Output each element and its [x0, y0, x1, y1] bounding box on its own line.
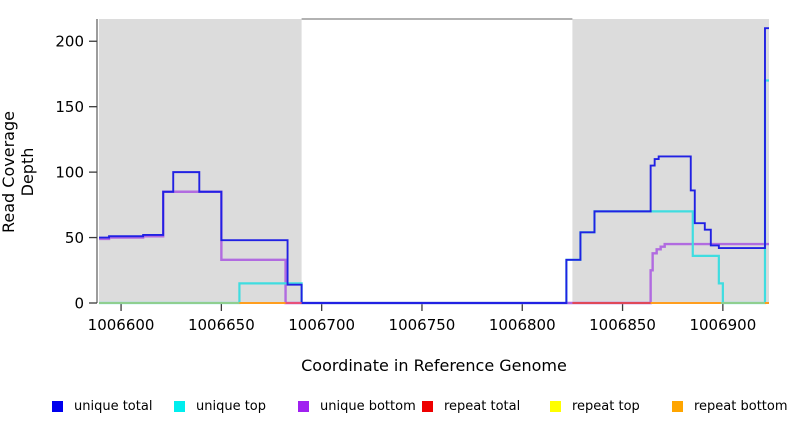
- x-tick-label: 1006700: [288, 316, 355, 334]
- x-tick-label: 1006900: [689, 316, 756, 334]
- legend-swatch-unique-top: [174, 400, 185, 412]
- legend-item-repeat-bottom: repeat bottom: [672, 398, 788, 414]
- legend-swatch-unique-bottom: [298, 400, 309, 412]
- legend-label: repeat top: [572, 398, 640, 414]
- highlight-region: [572, 19, 769, 303]
- legend-label: repeat total: [444, 398, 521, 414]
- legend-swatch-repeat-top: [550, 400, 561, 412]
- legend-label: unique total: [74, 398, 153, 414]
- x-tick-label: 1006650: [188, 316, 255, 334]
- x-tick-label: 1006850: [589, 316, 656, 334]
- chart-legend: unique total unique top unique bottom repea…: [0, 398, 792, 418]
- y-axis-title: Read Coverage Depth: [0, 111, 37, 233]
- legend-item-unique-total: unique total: [52, 398, 152, 414]
- y-tick-label: 200: [55, 32, 84, 50]
- y-tick-label: 50: [65, 229, 84, 247]
- legend-item-repeat-total: repeat total: [422, 398, 520, 414]
- legend-swatch-repeat-bottom: [672, 400, 683, 412]
- legend-item-repeat-top: repeat top: [550, 398, 640, 414]
- x-tick-label: 1006750: [389, 316, 456, 334]
- legend-item-unique-top: unique top: [174, 398, 266, 414]
- legend-label: unique bottom: [320, 398, 416, 414]
- series-line-unique-total: [99, 27, 769, 304]
- x-tick-label: 1006800: [489, 316, 556, 334]
- y-tick-label: 0: [74, 294, 84, 312]
- legend-label: repeat bottom: [694, 398, 788, 414]
- legend-swatch-unique-total: [52, 400, 63, 412]
- x-tick-label: 1006600: [88, 316, 155, 334]
- legend-swatch-repeat-total: [422, 400, 433, 412]
- legend-label: unique top: [196, 398, 267, 414]
- x-axis-title: Coordinate in Reference Genome: [301, 356, 567, 375]
- y-tick-label: 100: [55, 163, 84, 181]
- y-tick-label: 150: [55, 98, 84, 116]
- highlight-region: [99, 19, 302, 303]
- legend-item-unique-bottom: unique bottom: [298, 398, 416, 414]
